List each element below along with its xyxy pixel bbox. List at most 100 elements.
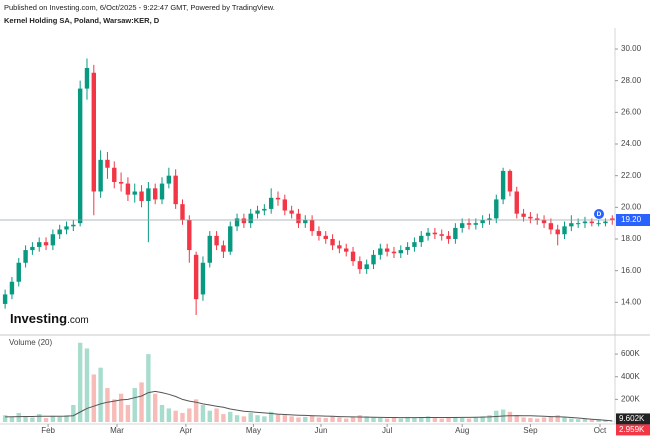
last-ma-label: 9.602K (619, 414, 645, 423)
volume-bar (2, 415, 8, 422)
x-tick-label: Jun (315, 426, 328, 435)
volume-bar (91, 374, 97, 422)
candle-body (432, 232, 438, 235)
volume-bar (398, 418, 403, 422)
x-tick-label: Oct (594, 426, 607, 435)
logo: Investing.com (10, 311, 89, 326)
volume-bar (296, 417, 301, 422)
candle-body (125, 183, 131, 195)
candle-body (548, 223, 554, 230)
volume-bar (303, 416, 308, 422)
candle-body (98, 159, 103, 192)
candle-body (446, 235, 451, 239)
y-tick-label: 30.00 (621, 44, 642, 53)
last-ma-box (616, 413, 650, 425)
volume-bar (350, 416, 356, 422)
published-note: Published on Investing.com, 6/Oct/2025 -… (4, 3, 275, 12)
x-tick-label: Feb (41, 426, 55, 435)
volume-bar (316, 417, 322, 422)
volume-bar (371, 417, 376, 422)
volume-bar (535, 418, 540, 422)
candle-body (521, 213, 526, 217)
volume-bar (105, 388, 110, 422)
candle-body (364, 264, 369, 270)
y-tick-label: 22.00 (621, 171, 642, 180)
volume-bar (9, 416, 15, 422)
x-tick-label: May (246, 426, 261, 435)
volume-bar (275, 414, 281, 422)
last-price-label: 19.20 (621, 215, 642, 224)
volume-bar (514, 415, 519, 422)
candle-body (248, 213, 253, 224)
volume-bar (43, 418, 49, 422)
candle-body (466, 223, 472, 225)
candle-body (289, 210, 294, 214)
candle-body (453, 227, 458, 239)
candle-body (398, 250, 403, 254)
candle-body (582, 221, 588, 224)
volume-bar (255, 415, 260, 422)
volume-bar (384, 418, 390, 422)
volume-bar (453, 416, 458, 422)
candle-body (173, 175, 178, 205)
candle-body (596, 223, 601, 225)
candle-body (221, 245, 226, 252)
volume-bar (446, 417, 451, 422)
candle-body (64, 226, 69, 230)
volume-bar (309, 415, 315, 422)
volume-bar (432, 418, 438, 422)
volume-bar (241, 416, 247, 422)
event-marker-label: D (597, 211, 602, 218)
candle-body (9, 281, 15, 295)
candle-body (152, 188, 158, 200)
candle-body (309, 220, 315, 232)
candle-body (57, 229, 62, 235)
candle-body (459, 223, 465, 228)
logo-brand: Investing (10, 311, 67, 326)
volume-bar (268, 411, 274, 422)
y-tick-label: 28.00 (621, 76, 642, 85)
candle-body (234, 218, 240, 227)
candle-body (541, 220, 547, 224)
candle-body (118, 182, 124, 184)
candle-body (494, 199, 499, 219)
volume-bar (378, 418, 383, 422)
x-tick-label: Apr (180, 426, 193, 435)
volume-bar (541, 417, 547, 422)
volume-bar (289, 416, 294, 422)
candle-body (193, 254, 199, 300)
volume-bar (57, 416, 62, 422)
candle-body (207, 235, 212, 263)
volume-bar (152, 393, 158, 422)
candle-body (371, 254, 376, 265)
candle-body (303, 220, 308, 224)
candle-body (228, 226, 233, 252)
volume-bar (466, 418, 472, 422)
candle-body (610, 218, 615, 220)
y-tick-label: 18.00 (621, 234, 642, 243)
volume-bar (71, 405, 76, 422)
candle-body (159, 183, 165, 200)
candle-body (487, 218, 492, 220)
volume-bar (357, 415, 363, 422)
candle-body (241, 218, 247, 224)
volume-bar (548, 416, 554, 422)
volume-tick-label: 400K (621, 372, 640, 381)
candle-body (378, 248, 383, 255)
candle-body (603, 221, 608, 224)
candle-body (16, 262, 21, 282)
candle-body (275, 197, 281, 200)
candle-body (337, 245, 342, 249)
volume-bar (364, 416, 369, 422)
candle-body (296, 213, 301, 224)
x-tick-label: Aug (455, 426, 469, 435)
volume-ma-line (5, 390, 613, 422)
symbol-title: Kernel Holding SA, Poland, Warsaw:KER, D (4, 16, 160, 25)
volume-bar (323, 418, 328, 422)
logo-suffix: .com (67, 315, 89, 326)
volume-bar (187, 408, 192, 422)
volume-bar (507, 411, 513, 422)
candle-body (132, 191, 137, 195)
volume-bar (603, 420, 608, 422)
volume-bar (391, 417, 397, 422)
